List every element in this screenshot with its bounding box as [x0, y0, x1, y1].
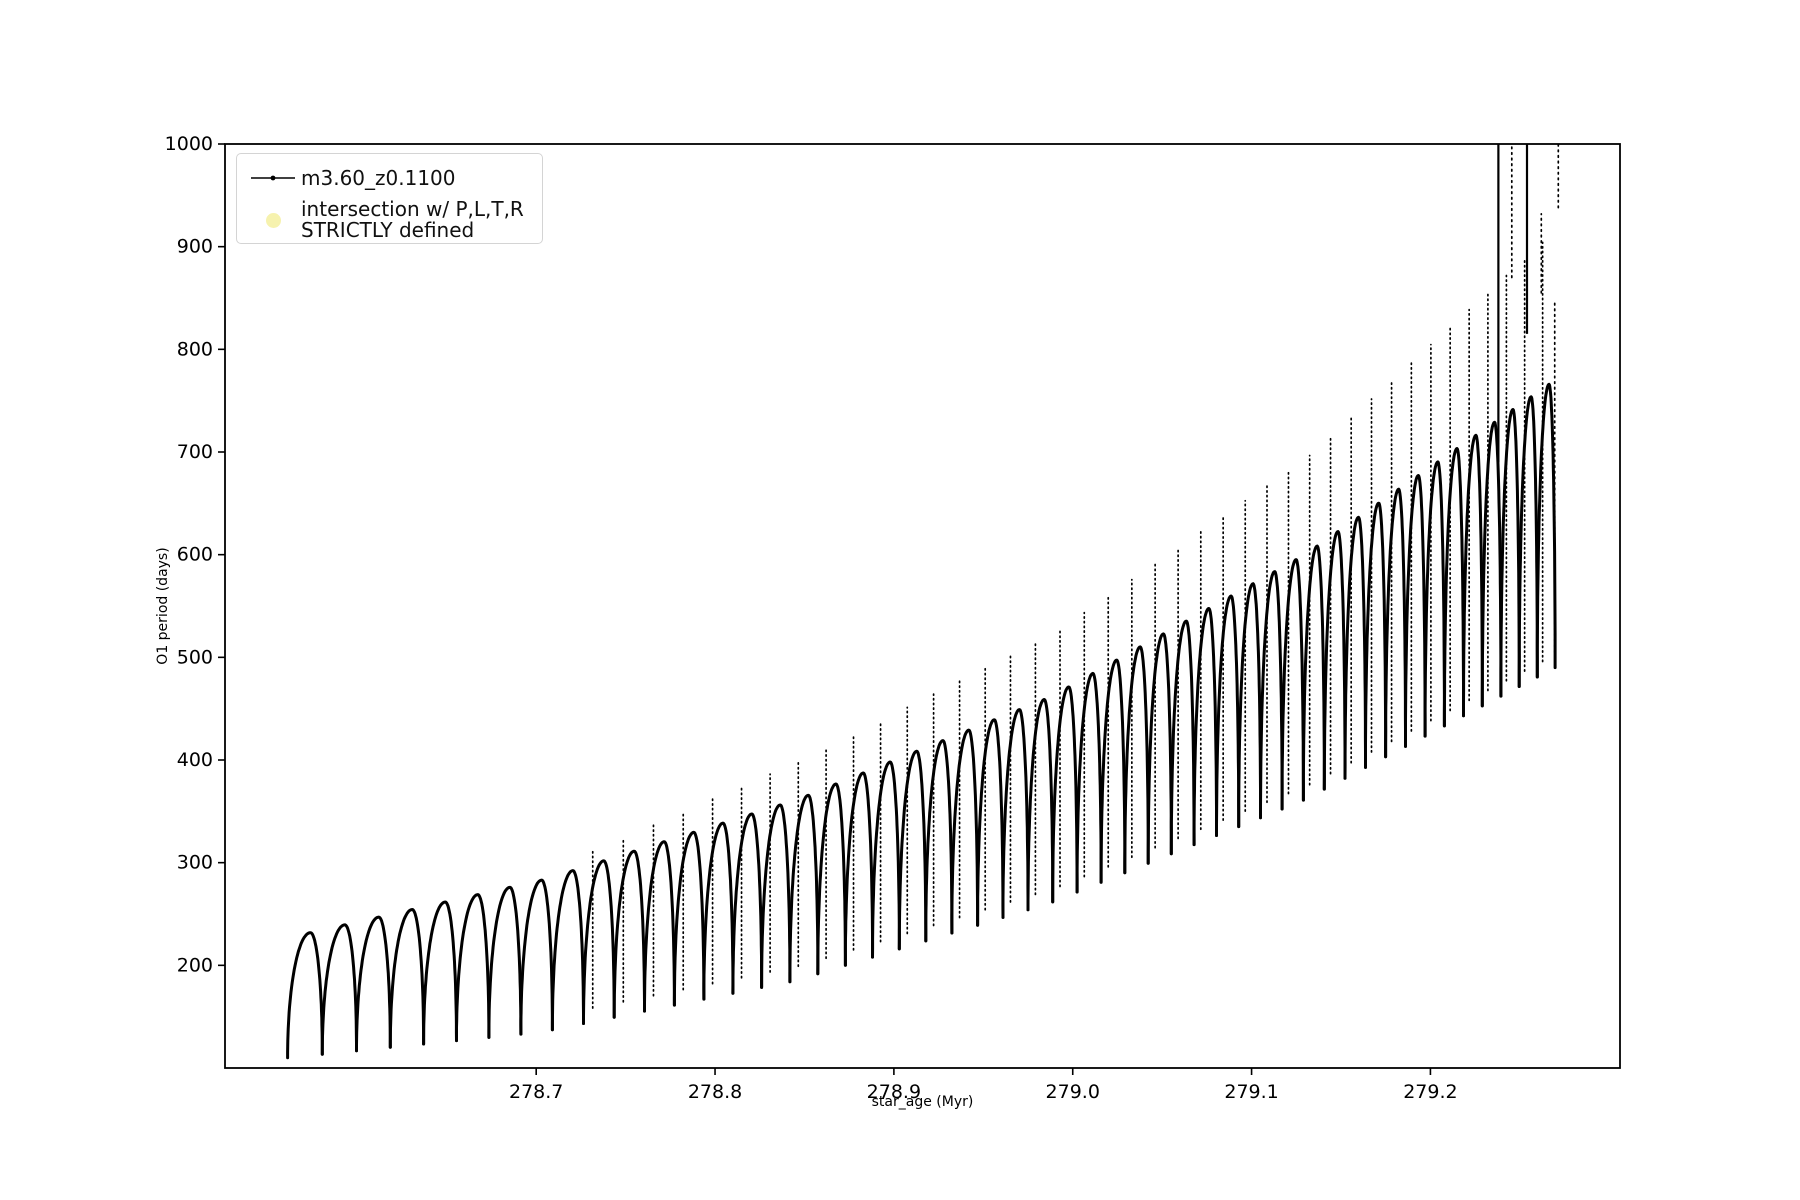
pulse-arc: [1026, 698, 1055, 912]
x-tick-label: 278.9: [867, 1081, 921, 1103]
pulse-arc: [816, 782, 847, 976]
legend: m3.60_z0.1100 intersection w/ P,L,T,R ST…: [236, 153, 543, 244]
pulse-arc: [1123, 645, 1150, 875]
legend-intersection-label-line2: STRICTLY defined: [301, 218, 475, 242]
pulse-arc: [1404, 474, 1427, 748]
pulse-arc: [422, 900, 458, 1046]
x-tick-label: 279.1: [1224, 1081, 1278, 1103]
pulse-arc: [788, 793, 820, 984]
pulse-arc: [1517, 395, 1539, 688]
pulse-arc: [1146, 632, 1173, 865]
pulse-arc: [1280, 558, 1305, 811]
pulse-arc: [1169, 619, 1196, 856]
pulse-arc: [1322, 530, 1347, 791]
y-tick-label: 700: [177, 441, 213, 463]
x-tick-label: 278.7: [509, 1081, 563, 1103]
pulse-arc: [924, 739, 954, 943]
pulse-arc: [487, 885, 523, 1039]
pulse-arc: [1423, 460, 1446, 738]
pulse-arc: [286, 931, 324, 1060]
pulse-arc: [612, 849, 646, 1019]
y-tick-label: 500: [177, 646, 213, 668]
y-tick-label: 600: [177, 544, 213, 566]
x-tick-label: 279.2: [1403, 1081, 1457, 1103]
pulse-arc: [843, 771, 874, 967]
pulse-arc: [1259, 570, 1284, 820]
x-tick-label: 278.8: [688, 1081, 742, 1103]
pulse-arc: [550, 869, 585, 1032]
pulse-arc: [871, 760, 901, 959]
pulse-arc: [455, 893, 491, 1043]
y-tick-label: 800: [177, 338, 213, 360]
y-tick-label: 900: [177, 236, 213, 258]
y-axis-label: O1 period (days): [155, 547, 171, 665]
pulse-arc: [1364, 501, 1388, 769]
y-tick-label: 1000: [165, 133, 213, 155]
pulse-arc: [950, 728, 980, 935]
pulse-arc: [355, 915, 392, 1053]
x-tick-label: 279.0: [1046, 1081, 1100, 1103]
pulse-arc: [760, 803, 792, 989]
pulse-arc: [1051, 685, 1079, 904]
pulse-arc: [388, 908, 426, 1049]
legend-entry-intersection: intersection w/ P,L,T,R STRICTLY defined: [245, 199, 532, 241]
pulse-arc: [1480, 420, 1503, 708]
pulse-arc: [731, 812, 764, 995]
pulse-arc: [1499, 408, 1521, 698]
pulse-arc: [976, 718, 1005, 927]
intersection-marker-icon: [265, 212, 281, 228]
y-tick-label: 200: [177, 954, 213, 976]
pulse-arc: [672, 830, 706, 1007]
pulse-arc: [582, 859, 616, 1025]
pulse-arc: [1192, 607, 1218, 847]
x-axis-label: star_age (Myr): [871, 1094, 974, 1110]
pulse-arc: [1535, 382, 1557, 679]
pulse-arc: [702, 821, 735, 1001]
y-tick-label: 300: [177, 852, 213, 874]
line-dot-marker-icon: [245, 171, 301, 185]
axes-spines: [224, 143, 1621, 1069]
pulse-arc: [519, 878, 554, 1036]
legend-intersection-label-line1: intersection w/ P,L,T,R: [301, 197, 524, 221]
y-tick-label: 400: [177, 749, 213, 771]
data-layer: [286, 144, 1560, 1060]
pulse-arc: [320, 923, 358, 1056]
pulse-arc: [1343, 515, 1367, 780]
pulse-arc: [1215, 594, 1241, 837]
pulse-arc: [1442, 447, 1465, 728]
pulse-arc: [1075, 671, 1103, 894]
pulse-arc: [643, 840, 676, 1013]
pulse-arc: [1237, 582, 1262, 829]
pulse-arc: [1099, 658, 1127, 884]
pulse-arc: [897, 749, 928, 951]
pulse-arc: [1462, 433, 1484, 718]
pulse-arc: [1384, 487, 1407, 759]
legend-series-label: m3.60_z0.1100: [301, 165, 456, 190]
legend-entry-series: m3.60_z0.1100: [245, 159, 532, 197]
pulse-arc: [1001, 708, 1030, 919]
pulse-arc: [1301, 544, 1326, 802]
